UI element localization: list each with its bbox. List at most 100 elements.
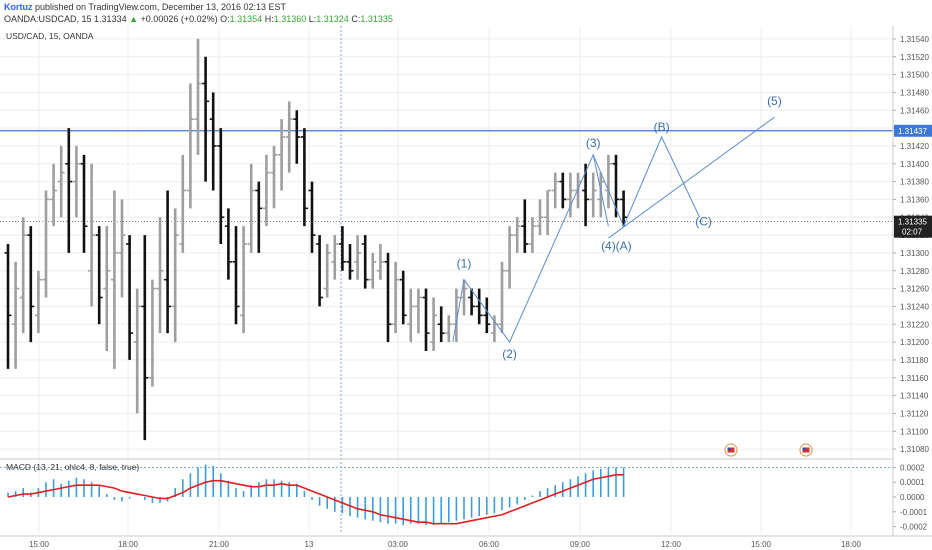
ohlc-bar bbox=[232, 226, 240, 325]
y-tick-label: 1.31480 bbox=[900, 88, 929, 97]
ohlc-bar bbox=[597, 172, 605, 218]
ohlc-bar bbox=[65, 128, 73, 253]
x-tick-label: 13 bbox=[305, 540, 314, 549]
y-tick-label: 1.31300 bbox=[900, 249, 929, 258]
ohlc-bar bbox=[4, 244, 12, 369]
ohlc-bar bbox=[460, 279, 468, 316]
ohlc-bar bbox=[620, 190, 628, 227]
wave-label: (2) bbox=[502, 347, 517, 361]
open-value: 1.31354 bbox=[229, 14, 263, 24]
wave-label: (5) bbox=[767, 94, 782, 108]
ohlc-bar bbox=[559, 172, 567, 209]
impulse-wave-line bbox=[452, 153, 609, 344]
ohlc-bar bbox=[316, 235, 324, 307]
macd-y-tick-label: 0.0000 bbox=[900, 493, 925, 502]
ohlc-bar bbox=[50, 163, 58, 227]
ohlc-bar bbox=[361, 235, 369, 289]
macd-pane[interactable] bbox=[0, 464, 893, 526]
ohlc-bar bbox=[422, 288, 430, 351]
publish-line: Kortuz published on TradingView.com, Dec… bbox=[4, 2, 286, 12]
correction-wave-line bbox=[592, 135, 701, 228]
x-tick-label: 18:00 bbox=[841, 540, 862, 549]
ohlc-bar bbox=[521, 199, 529, 253]
ohlc-bar bbox=[262, 154, 270, 227]
y-tick-label: 1.31120 bbox=[900, 409, 929, 418]
ohlc-bar bbox=[164, 190, 172, 334]
price-pane[interactable] bbox=[0, 38, 893, 441]
ohlc-bar bbox=[430, 297, 438, 351]
ohlc-bar bbox=[498, 261, 506, 334]
macd-y-tick-label: -0.0002 bbox=[900, 523, 928, 532]
y-tick-label: 1.31160 bbox=[900, 374, 929, 383]
ohlc-bar bbox=[346, 244, 354, 280]
ohlc-bar bbox=[308, 181, 316, 253]
ohlc-bar bbox=[126, 235, 134, 360]
x-tick-label: 15:00 bbox=[29, 540, 50, 549]
flag-canton bbox=[727, 447, 731, 450]
flag-body bbox=[727, 447, 735, 453]
ohlc-bar bbox=[285, 101, 293, 173]
x-tick-label: 18:00 bbox=[118, 540, 139, 549]
ohlc-bar bbox=[300, 128, 308, 227]
ohlc-bar bbox=[589, 172, 597, 218]
macd-y-tick-label: 0.0001 bbox=[900, 478, 925, 487]
y-tick-label: 1.31200 bbox=[900, 338, 929, 347]
y-tick-label: 1.31380 bbox=[900, 178, 929, 187]
ohlc-bar bbox=[57, 145, 65, 218]
high-label: H: bbox=[264, 14, 274, 24]
y-tick-label: 1.31520 bbox=[900, 53, 929, 62]
ohlc-bar bbox=[103, 226, 111, 351]
y-tick-label: 1.31500 bbox=[900, 71, 929, 80]
y-tick-label: 1.31280 bbox=[900, 267, 929, 276]
ohlc-bar bbox=[110, 190, 118, 369]
y-tick-label: 1.31420 bbox=[900, 142, 929, 151]
ohlc-bar bbox=[468, 288, 476, 316]
price-pane-title: USD/CAD, 15, OANDA bbox=[6, 31, 94, 41]
price-change: +0.00026 (+0.02%) bbox=[140, 14, 218, 24]
ohlc-bar bbox=[528, 217, 536, 253]
ohlc-bar bbox=[179, 154, 187, 253]
x-tick-label: 03:00 bbox=[388, 540, 409, 549]
y-tick-label: 1.31460 bbox=[900, 106, 929, 115]
ohlc-bar bbox=[293, 110, 301, 164]
ohlc-bar bbox=[323, 244, 331, 298]
ohlc-bar bbox=[12, 261, 20, 369]
ohlc-bar bbox=[338, 226, 346, 271]
ohlc-bar bbox=[34, 270, 42, 334]
macd-y-tick-label: 0.0002 bbox=[900, 463, 925, 472]
low-value: 1.31324 bbox=[316, 14, 349, 24]
ohlc-bar bbox=[483, 297, 491, 334]
ohlc-bar bbox=[278, 119, 286, 191]
wave-label: (1) bbox=[457, 257, 472, 271]
quote-line: OANDA:USDCAD, 15 1.31334 ▲ +0.00026 (+0.… bbox=[4, 14, 393, 24]
hline-price-tag bbox=[894, 124, 932, 137]
macd-signal-line bbox=[7, 473, 624, 525]
ohlc-bar bbox=[194, 38, 202, 155]
wave-label: (3) bbox=[586, 136, 601, 150]
ohlc-bar bbox=[171, 208, 179, 343]
ohlc-bar bbox=[445, 315, 453, 343]
ohlc-bar bbox=[407, 288, 415, 343]
x-tick-label: 21:00 bbox=[209, 540, 230, 549]
ohlc-bar bbox=[209, 92, 217, 191]
ohlc-bar bbox=[582, 163, 590, 227]
low-label: L: bbox=[308, 14, 317, 24]
wave-label: (A) bbox=[616, 239, 632, 253]
last-price-tag bbox=[894, 215, 932, 238]
ohlc-bar bbox=[133, 288, 141, 414]
ohlc-bar bbox=[475, 288, 483, 325]
ohlc-bar bbox=[27, 226, 35, 343]
last-price-label: 1.31335 bbox=[898, 218, 927, 227]
y-tick-label: 1.31140 bbox=[900, 392, 929, 401]
author-link[interactable]: Kortuz bbox=[4, 2, 33, 12]
ohlc-bar bbox=[217, 128, 225, 244]
close-value: 1.31335 bbox=[360, 14, 393, 24]
ohlc-bar bbox=[19, 217, 27, 334]
wave-label: (C) bbox=[695, 214, 712, 228]
ohlc-bar bbox=[224, 208, 232, 280]
close-label: C: bbox=[351, 14, 361, 24]
x-tick-label: 12:00 bbox=[661, 540, 682, 549]
us-flag-event-icon bbox=[724, 443, 738, 457]
